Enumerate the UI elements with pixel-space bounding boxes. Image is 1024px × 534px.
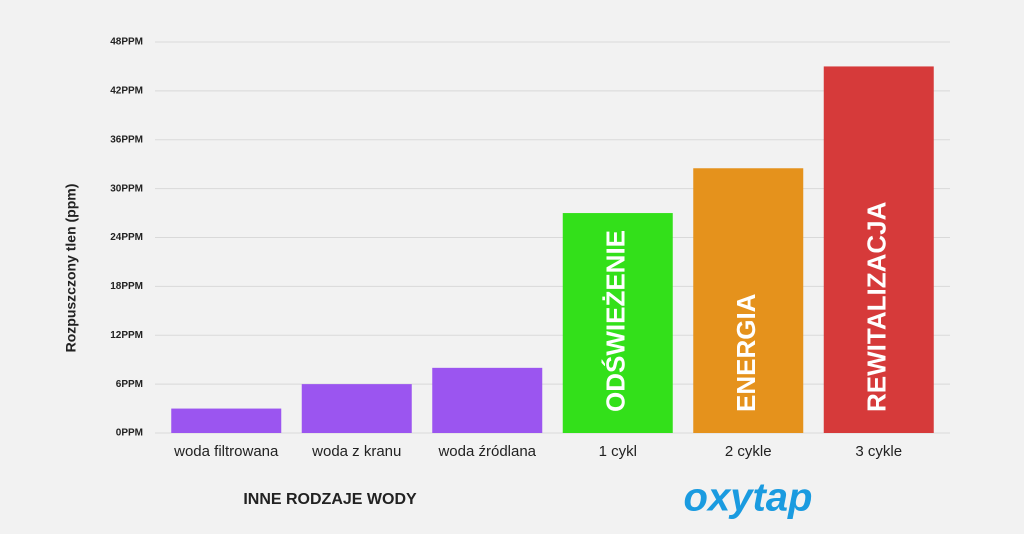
bar-label: ENERGIA (731, 293, 761, 412)
y-tick-label: 42PPM (110, 86, 143, 97)
group-label: INNE RODZAJE WODY (243, 491, 417, 508)
y-tick-label: 0PPM (116, 428, 143, 439)
y-tick-label: 18PPM (110, 281, 143, 292)
bar-label: ODŚWIEŻENIE (601, 230, 631, 412)
logo: oxytap (684, 476, 813, 520)
bar-label: REWITALIZACJA (862, 201, 892, 412)
bar (301, 384, 412, 433)
bar (562, 213, 673, 433)
x-tick-label: 2 cykle (725, 443, 772, 460)
y-tick-label: 36PPM (110, 134, 143, 145)
x-tick-label: 3 cykle (855, 443, 902, 460)
y-tick-label: 12PPM (110, 330, 143, 341)
y-tick-label: 6PPM (116, 379, 143, 390)
bar (823, 66, 934, 433)
x-tick-label: woda filtrowana (173, 443, 279, 460)
bar (693, 168, 804, 433)
x-tick-label: woda z kranu (311, 443, 401, 460)
x-tick-label: woda źródlana (437, 443, 536, 460)
y-tick-label: 30PPM (110, 183, 143, 194)
y-axis-label: Rozpuszczony tlen (ppm) (63, 184, 79, 353)
bar (171, 408, 282, 433)
y-tick-label: 48PPM (110, 37, 143, 48)
x-tick-label: 1 cykl (599, 443, 637, 460)
y-tick-label: 24PPM (110, 232, 143, 243)
bar (432, 367, 543, 433)
